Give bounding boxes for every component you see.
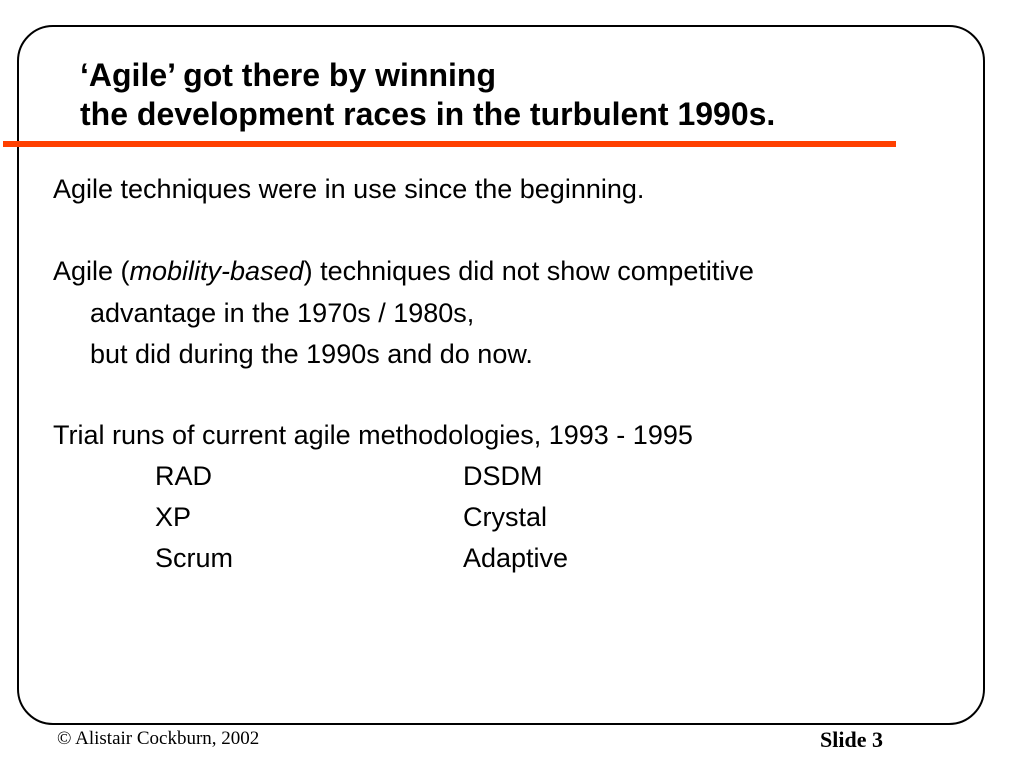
paragraph-agile-techniques: Agile techniques were in use since the b…	[53, 174, 645, 204]
methodology-right: Adaptive	[463, 543, 569, 573]
title-line-2: the development races in the turbulent 1…	[80, 96, 776, 132]
paragraph-mobility-line-2: advantage in the 1970s / 1980s,	[90, 298, 475, 328]
methodology-left: RAD	[155, 461, 213, 491]
footer-copyright: © Alistair Cockburn, 2002	[57, 728, 260, 749]
methodology-right: Crystal	[463, 502, 548, 532]
paragraph-mobility-line-3: but did during the 1990s and do now.	[90, 339, 533, 369]
slide-title: ‘Agile’ got there by winning the develop…	[80, 56, 775, 134]
title-line-1: ‘Agile’ got there by winning	[80, 57, 497, 93]
methodology-right: DSDM	[463, 461, 543, 491]
para2-italic: mobility-based	[129, 256, 304, 286]
paragraph-mobility-based: Agile (mobility-based) techniques did no…	[53, 255, 754, 287]
methodology-left: XP	[155, 502, 192, 532]
slide-frame	[17, 25, 985, 725]
paragraph-trial-runs: Trial runs of current agile methodologie…	[53, 420, 693, 450]
para2-prefix: Agile (	[53, 256, 130, 286]
methodology-left: Scrum	[155, 543, 234, 573]
para2-suffix: ) techniques did not show competitive	[303, 256, 754, 286]
footer-slide-number: Slide 3	[820, 727, 883, 752]
title-underline	[3, 141, 896, 147]
